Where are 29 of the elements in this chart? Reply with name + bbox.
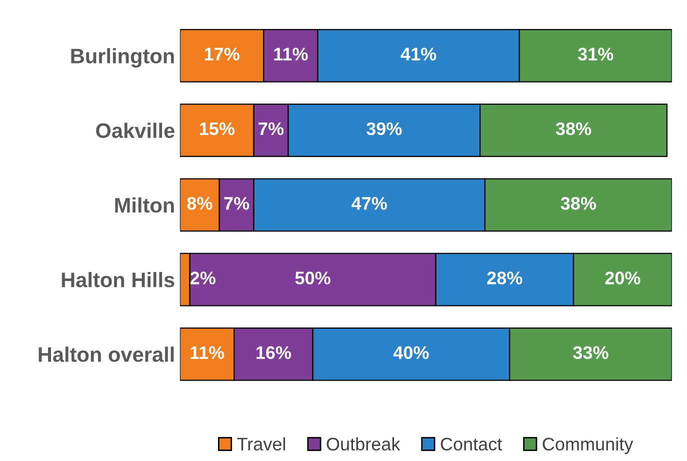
data-label: 31% bbox=[578, 48, 614, 61]
data-label: 8% bbox=[187, 196, 212, 210]
data-label: 28% bbox=[487, 272, 522, 284]
data-label: 15% bbox=[200, 122, 234, 136]
data-label: 41% bbox=[400, 48, 436, 60]
data-label: 7% bbox=[224, 197, 250, 210]
data-label: 38% bbox=[560, 196, 596, 210]
y-tick-label: Halton Hills bbox=[62, 272, 174, 288]
data-label: 17% bbox=[204, 48, 240, 60]
data-label: 47% bbox=[352, 197, 387, 210]
data-label: 50% bbox=[295, 272, 330, 284]
y-tick-label: Halton overall bbox=[38, 346, 174, 362]
data-label: 16% bbox=[256, 346, 292, 360]
data-label: 39% bbox=[366, 122, 402, 136]
data-label: 40% bbox=[393, 346, 429, 360]
legend-label: Community bbox=[542, 437, 634, 454]
legend-label: Travel bbox=[237, 437, 286, 451]
data-label: 38% bbox=[556, 122, 592, 136]
data-label: 20% bbox=[605, 272, 640, 284]
legend-label: Contact bbox=[440, 438, 502, 451]
data-label: 33% bbox=[573, 346, 608, 360]
y-tick-label: Milton bbox=[115, 197, 174, 213]
y-tick-label: Burlington bbox=[71, 48, 174, 68]
data-label: 2% bbox=[190, 272, 216, 284]
y-tick-label: Oakville bbox=[96, 122, 174, 138]
data-label: 7% bbox=[258, 122, 284, 136]
legend-label: Outbreak bbox=[326, 437, 400, 451]
data-label: 11% bbox=[190, 346, 224, 359]
data-label: 11% bbox=[274, 48, 308, 60]
